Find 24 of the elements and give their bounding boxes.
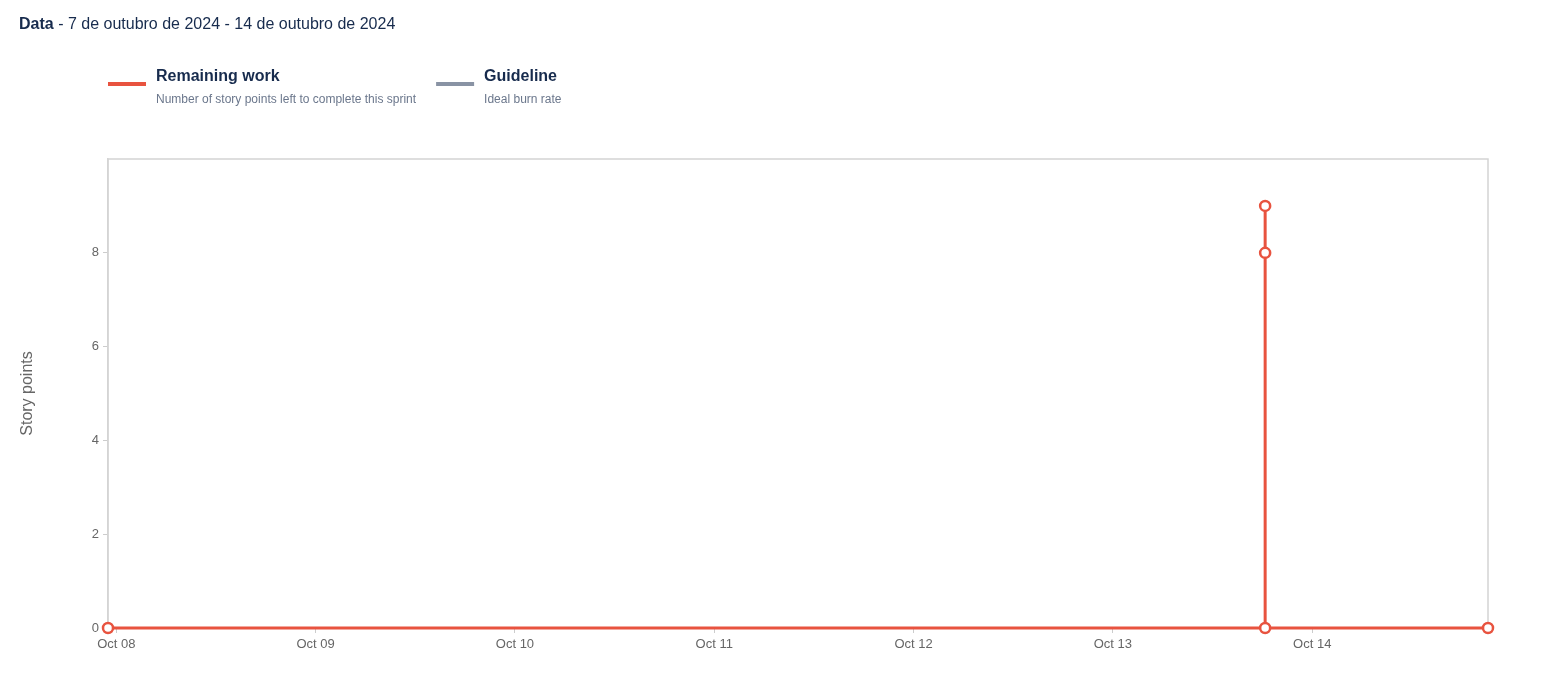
point xyxy=(1258,621,1272,635)
legend-label: Remaining work xyxy=(156,67,280,85)
x-tick-label: Oct 14 xyxy=(1293,636,1332,652)
x-tick-label: Oct 11 xyxy=(695,636,733,652)
x-tick-label: Oct 10 xyxy=(495,636,535,652)
y-tick-label: 6 xyxy=(91,338,99,354)
chart-subtitle: - 7 de outubro de 2024 - 14 de outubro de 2024 xyxy=(58,15,396,33)
point xyxy=(1258,246,1272,260)
y-tick-label: 2 xyxy=(91,525,99,541)
y-tick-label: 4 xyxy=(91,431,99,447)
x-tick-label: Oct 13 xyxy=(1093,636,1133,652)
y-tick-label: 8 xyxy=(91,244,99,260)
text: Number of story points left to complete this sprint xyxy=(156,92,417,107)
chart-title: Data xyxy=(19,15,54,33)
x-tick-label: Oct 12 xyxy=(894,636,933,652)
legend-label: Guideline xyxy=(484,67,558,85)
point xyxy=(1481,621,1495,635)
y-axis-title: Story points xyxy=(18,351,36,436)
y-tick-label: 0 xyxy=(91,619,99,635)
point xyxy=(101,621,115,635)
point xyxy=(1258,199,1272,213)
x-tick-label: Oct 08 xyxy=(97,636,136,652)
x-tick-label: Oct 09 xyxy=(296,636,335,652)
text: Ideal burn rate xyxy=(484,92,562,107)
